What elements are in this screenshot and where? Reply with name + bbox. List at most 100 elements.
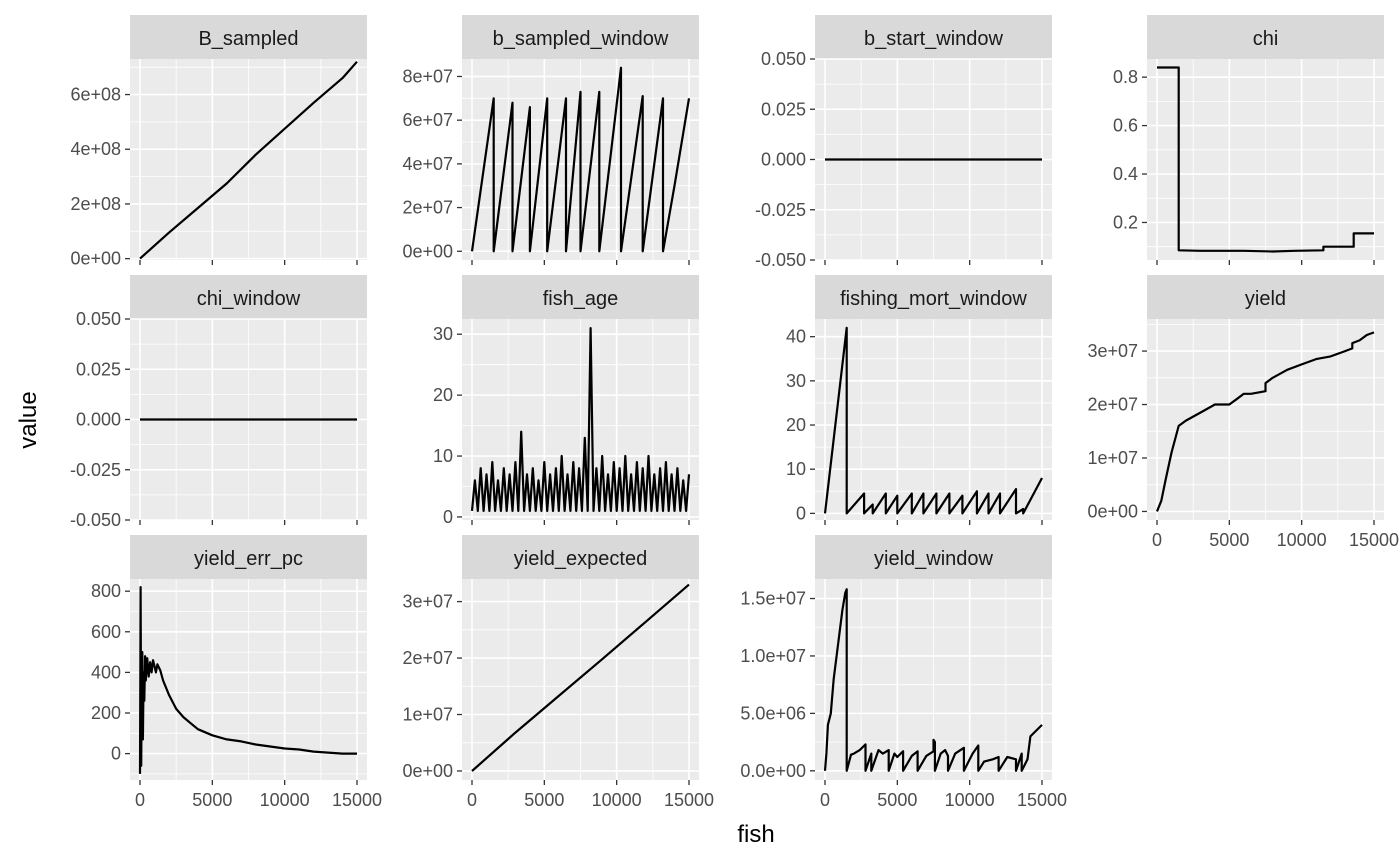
x-tick-label: 0 bbox=[820, 790, 830, 810]
facet-panel-b-start-window: b_start_window -0.050 -0.025 0.000 0.025 0.05… bbox=[755, 15, 1052, 270]
facet-strip-label: fish_age bbox=[543, 288, 619, 310]
facet-strip-label: yield_expected bbox=[514, 548, 647, 570]
facet-strip bbox=[130, 15, 367, 59]
y-tick-label: 0.025 bbox=[761, 99, 806, 119]
x-tick-label: 0 bbox=[135, 790, 145, 810]
y-tick-label: 0e+00 bbox=[1087, 501, 1138, 521]
x-tick-label: 5000 bbox=[877, 790, 917, 810]
y-tick-label: 1e+07 bbox=[1087, 448, 1138, 468]
y-tick-label: 0.025 bbox=[76, 359, 121, 379]
y-tick-label: 4e+08 bbox=[70, 139, 121, 159]
x-tick-label: 0 bbox=[467, 790, 477, 810]
facet-strip-label: yield_err_pc bbox=[194, 548, 303, 570]
y-tick-label: 1e+07 bbox=[402, 705, 453, 725]
x-tick-label: 10000 bbox=[592, 790, 642, 810]
x-tick-label: 15000 bbox=[1349, 530, 1399, 550]
y-tick-label: 0e+00 bbox=[402, 241, 453, 261]
y-tick-label: 0.6 bbox=[1113, 116, 1138, 136]
facet-panel-yield: yield 0e+00 1e+07 2e+07 3e+07 0 5000 10000 15000 bbox=[1087, 275, 1399, 550]
series-line-b-sampled bbox=[139, 60, 358, 260]
series-line-chi bbox=[1157, 66, 1374, 253]
facet-strip-label: fishing_mort_window bbox=[840, 288, 1027, 310]
y-tick-label: 2e+07 bbox=[402, 198, 453, 218]
x-tick-label: 10000 bbox=[1277, 530, 1327, 550]
facet-panel-chi: chi 0.2 0.4 0.6 0.8 bbox=[1113, 15, 1384, 265]
y-tick-label: 5.0e+06 bbox=[740, 703, 806, 723]
facet-panel-b-sampled-window: b_sampled_window 0e+00 2e+07 4e+07 6e+07 8e+0… bbox=[402, 15, 699, 265]
series-line-yield-window bbox=[823, 588, 1043, 772]
y-tick-label: 2e+08 bbox=[70, 194, 121, 214]
facet-strip bbox=[462, 275, 699, 319]
y-tick-label: 1.0e+07 bbox=[740, 646, 806, 666]
facet-strip bbox=[815, 535, 1052, 579]
facet-panel-fish-age: fish_age 0 10 20 30 bbox=[433, 275, 699, 527]
y-tick-label: 800 bbox=[91, 581, 121, 601]
y-tick-label: 0.4 bbox=[1113, 164, 1138, 184]
x-tick-label: 10000 bbox=[260, 790, 310, 810]
y-tick-label: 4e+07 bbox=[402, 154, 453, 174]
y-tick-label: 200 bbox=[91, 703, 121, 723]
facet-strip-label: b_start_window bbox=[864, 28, 1004, 50]
y-tick-label: -0.050 bbox=[755, 250, 806, 270]
y-tick-label: 0 bbox=[111, 744, 121, 764]
y-tick-label: -0.025 bbox=[70, 460, 121, 480]
facet-strip-label: b_sampled_window bbox=[493, 28, 669, 50]
x-tick-label: 0 bbox=[1152, 530, 1162, 550]
facet-strip-label: yield bbox=[1245, 288, 1286, 310]
facet-strip bbox=[815, 15, 1052, 59]
facet-strip bbox=[1147, 15, 1384, 59]
facet-panel-b-sampled: B_sampled 0e+00 2e+08 4e+08 6e+08 bbox=[70, 15, 367, 269]
y-tick-label: 0 bbox=[796, 503, 806, 523]
facet-panel-chi-window: chi_window -0.050 -0.025 0.000 0.025 0.050 bbox=[70, 275, 367, 530]
series-line-yield-err-pc bbox=[138, 586, 357, 774]
x-axis-title: fish bbox=[737, 821, 774, 848]
y-tick-label: 0 bbox=[443, 507, 453, 527]
series-line-fishing-mort-window bbox=[823, 326, 1043, 515]
y-tick-label: -0.050 bbox=[70, 510, 121, 530]
x-tick-label: 10000 bbox=[945, 790, 995, 810]
y-tick-label: 8e+07 bbox=[402, 66, 453, 86]
y-tick-label: 0.050 bbox=[761, 49, 806, 69]
y-tick-label: 2e+07 bbox=[1087, 395, 1138, 415]
y-tick-label: 6e+08 bbox=[70, 85, 121, 105]
facet-panel-yield-window: yield_window 0.0e+00 5.0e+06 1.0e+07 1.5e+07… bbox=[740, 535, 1067, 810]
facet-panel-fishing-mort-window: fishing_mort_window 0 10 20 30 40 bbox=[786, 275, 1052, 525]
y-tick-label: 400 bbox=[91, 662, 121, 682]
y-tick-label: 0.8 bbox=[1113, 67, 1138, 87]
series-line-yield-expected bbox=[471, 583, 690, 772]
y-tick-label: 0.2 bbox=[1113, 212, 1138, 232]
facet-strip bbox=[130, 275, 367, 319]
facet-panel-yield-err-pc: yield_err_pc 0 200 400 600 800 0 5000 10000 15000 bbox=[91, 535, 382, 810]
facet-strip bbox=[130, 535, 367, 579]
y-tick-label: 0.000 bbox=[761, 150, 806, 170]
y-axis-title: value bbox=[15, 391, 42, 448]
y-tick-label: -0.025 bbox=[755, 200, 806, 220]
y-tick-label: 0.050 bbox=[76, 309, 121, 329]
facet-strip bbox=[815, 275, 1052, 319]
facet-strip-label: chi bbox=[1253, 28, 1279, 50]
x-tick-label: 5000 bbox=[1209, 530, 1249, 550]
y-tick-label: 1.5e+07 bbox=[740, 589, 806, 609]
y-tick-label: 0e+00 bbox=[70, 249, 121, 269]
y-tick-label: 6e+07 bbox=[402, 110, 453, 130]
series-line-yield bbox=[1155, 331, 1375, 512]
series-line-fish-age bbox=[470, 327, 691, 512]
y-tick-label: 3e+07 bbox=[1087, 341, 1138, 361]
x-tick-label: 15000 bbox=[664, 790, 714, 810]
facet-strip-label: B_sampled bbox=[198, 28, 298, 50]
y-tick-label: 10 bbox=[433, 446, 453, 466]
facet-strip-label: yield_window bbox=[874, 548, 994, 570]
facet-strip bbox=[1147, 275, 1384, 319]
y-tick-label: 0.0e+00 bbox=[740, 761, 806, 781]
y-tick-label: 0.000 bbox=[76, 410, 121, 430]
y-tick-label: 40 bbox=[786, 327, 806, 347]
y-tick-label: 0e+00 bbox=[402, 761, 453, 781]
facet-strip bbox=[462, 15, 699, 59]
y-tick-label: 30 bbox=[786, 371, 806, 391]
x-tick-label: 15000 bbox=[332, 790, 382, 810]
y-tick-label: 600 bbox=[91, 622, 121, 642]
facet-strip-label: chi_window bbox=[197, 288, 301, 310]
y-tick-label: 10 bbox=[786, 459, 806, 479]
series-line-b-sampled-window bbox=[470, 66, 691, 253]
